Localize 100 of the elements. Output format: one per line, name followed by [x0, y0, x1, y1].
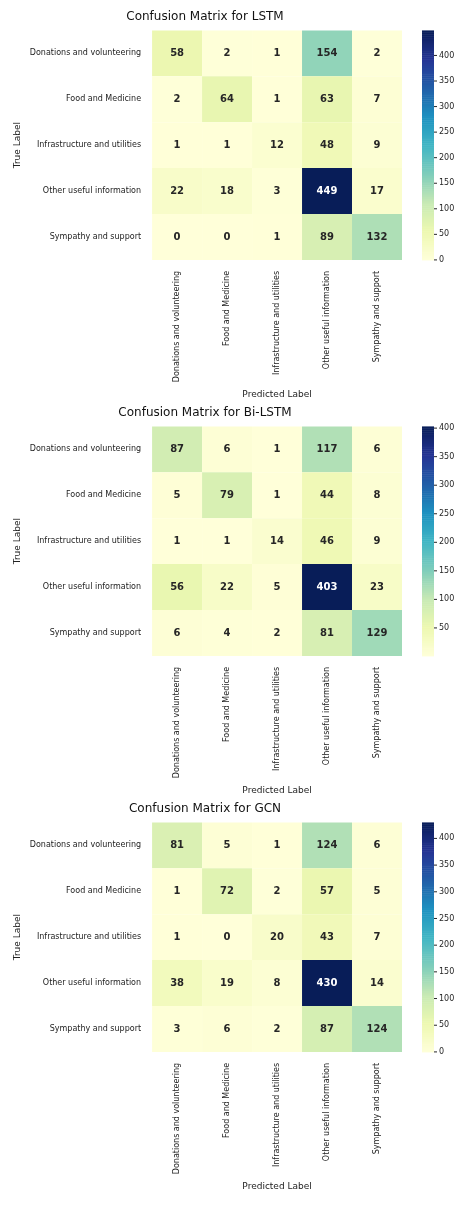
data-label: 57	[320, 884, 335, 896]
data-label: 1	[273, 838, 281, 850]
data-label: 1	[273, 442, 281, 454]
data-label: 46	[320, 534, 335, 546]
color-bar-label: 250	[439, 913, 455, 923]
data-label: 1	[173, 884, 181, 896]
data-label: 17	[370, 184, 385, 196]
data-label: 81	[170, 838, 185, 850]
color-bar-label: 250	[439, 127, 455, 137]
color-bar-label: 50	[439, 229, 450, 239]
y-axis-title: True Label	[11, 518, 22, 566]
data-label: 14	[370, 976, 385, 988]
data-label: 1	[173, 534, 181, 546]
data-label: 23	[370, 580, 385, 592]
data-label: 7	[373, 92, 381, 104]
x-tick-label: Other useful information	[322, 666, 332, 766]
data-label: 22	[170, 184, 185, 196]
data-label: 6	[223, 1022, 231, 1034]
data-label: 3	[273, 184, 281, 196]
x-tick-label: Food and Medicine	[222, 666, 232, 742]
color-bar-label: 300	[439, 101, 455, 111]
data-label: 403	[316, 580, 338, 592]
data-label: 5	[173, 488, 181, 500]
y-tick-label: Food and Medicine	[66, 490, 142, 500]
data-label: 2	[223, 46, 231, 58]
data-label: 6	[373, 442, 381, 454]
data-label: 18	[220, 184, 235, 196]
x-tick-label: Infrastructure and utilities	[272, 1062, 282, 1168]
x-tick-label: Infrastructure and utilities	[272, 270, 282, 376]
x-axis-title: Predicted Label	[242, 388, 312, 399]
chart-title: Confusion Matrix for GCN	[128, 801, 282, 816]
data-label: 4	[223, 626, 231, 638]
data-label: 79	[220, 488, 235, 500]
data-label: 19	[220, 976, 235, 988]
x-tick-label: Other useful information	[322, 270, 332, 370]
data-label: 2	[173, 92, 181, 104]
data-label: 0	[223, 230, 231, 242]
data-label: 44	[320, 488, 335, 500]
data-label: 124	[316, 838, 338, 850]
color-bar-label: 200	[439, 152, 455, 162]
x-tick-label: Food and Medicine	[222, 1062, 232, 1138]
color-bar-label: 400	[439, 50, 455, 60]
color-bar-label: 0	[439, 1046, 445, 1056]
color-bar-label: 200	[439, 940, 455, 950]
data-label: 2	[273, 626, 281, 638]
y-axis-title: True Label	[11, 914, 22, 962]
data-label: 14	[270, 534, 285, 546]
data-label: 87	[320, 1022, 335, 1034]
y-tick-label: Sympathy and support	[49, 232, 142, 242]
x-tick-label: Food and Medicine	[222, 270, 232, 346]
data-label: 2	[373, 46, 381, 58]
data-label: 9	[373, 534, 381, 546]
data-label: 6	[373, 838, 381, 850]
y-tick-label: Food and Medicine	[66, 886, 142, 896]
data-label: 129	[366, 626, 388, 638]
y-tick-label: Donations and volunteering	[29, 840, 142, 850]
color-bar-label: 350	[439, 451, 455, 461]
y-tick-label: Sympathy and support	[49, 1024, 142, 1034]
data-label: 5	[373, 884, 381, 896]
x-axis-title: Predicted Label	[242, 1180, 312, 1191]
data-label: 0	[223, 930, 231, 942]
data-label: 1	[173, 138, 181, 150]
y-tick-label: Other useful information	[42, 978, 142, 988]
color-bar-label: 350	[439, 76, 455, 86]
y-tick-label: Donations and volunteering	[29, 48, 142, 58]
data-label: 1	[273, 92, 281, 104]
data-label: 6	[173, 626, 181, 638]
data-label: 7	[373, 930, 381, 942]
data-label: 2	[273, 884, 281, 896]
x-tick-label: Other useful information	[322, 1062, 332, 1162]
data-label: 89	[320, 230, 335, 242]
y-tick-label: Food and Medicine	[66, 94, 142, 104]
color-bar-label: 250	[439, 508, 455, 518]
y-tick-label: Other useful information	[42, 186, 142, 196]
color-bar-label: 50	[439, 1020, 450, 1030]
x-tick-label: Infrastructure and utilities	[272, 666, 282, 772]
data-label: 117	[316, 442, 338, 454]
color-bar-label: 100	[439, 594, 455, 604]
data-label: 22	[220, 580, 235, 592]
data-label: 132	[366, 230, 388, 242]
data-label: 5	[223, 838, 231, 850]
data-label: 124	[366, 1022, 388, 1034]
data-label: 0	[173, 230, 181, 242]
data-label: 1	[223, 138, 231, 150]
data-label: 48	[320, 138, 335, 150]
data-label: 430	[316, 976, 338, 988]
y-tick-label: Infrastructure and utilities	[36, 140, 142, 150]
data-label: 64	[220, 92, 235, 104]
chart-title: Confusion Matrix for Bi-LSTM	[118, 405, 292, 420]
data-label: 1	[173, 930, 181, 942]
color-bar-label: 400	[439, 833, 455, 843]
data-label: 81	[320, 626, 335, 638]
y-tick-label: Sympathy and support	[49, 628, 142, 638]
chart-title: Confusion Matrix for LSTM	[126, 9, 284, 24]
y-axis-title: True Label	[11, 122, 22, 170]
data-label: 58	[170, 46, 185, 58]
y-tick-label: Infrastructure and utilities	[36, 932, 142, 942]
data-label: 72	[220, 884, 235, 896]
data-label: 8	[273, 976, 281, 988]
data-label: 5	[273, 580, 281, 592]
